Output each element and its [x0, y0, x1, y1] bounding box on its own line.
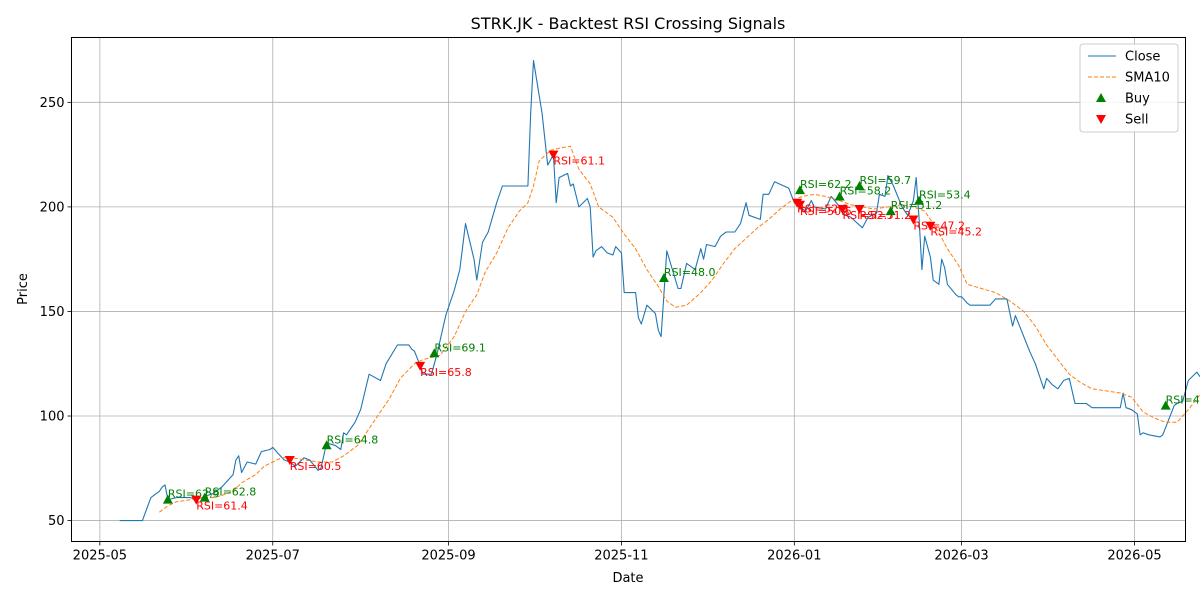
- chart-title: STRK.JK - Backtest RSI Crossing Signals: [471, 14, 786, 33]
- plot-frame: [71, 37, 1186, 542]
- sell-marker: [908, 215, 919, 225]
- signal-layer: RSI=62.9RSI=61.4RSI=62.8RSI=60.5RSI=64.8…: [162, 150, 1200, 513]
- legend-label-sma10: SMA10: [1125, 71, 1170, 86]
- buy-marker: [199, 492, 210, 502]
- buy-label: RSI=69.1: [434, 341, 486, 354]
- series-layer: [119, 59, 1200, 522]
- sell-marker: [548, 150, 559, 160]
- legend-label-buy: Buy: [1125, 92, 1150, 107]
- sell-label: RSI=61.1: [553, 155, 605, 168]
- buy-label: RSI=62.2: [800, 178, 852, 191]
- buy-marker: [885, 206, 896, 216]
- buy-marker: [658, 272, 669, 282]
- sell-label: RSI=52.7: [843, 209, 895, 222]
- sell-marker: [191, 495, 202, 505]
- x-tick-label: 2025-07: [246, 549, 300, 564]
- sell-label: RSI=65.8: [420, 366, 472, 379]
- series-sma10-line: [159, 145, 1200, 513]
- x-tick-label: 2026-03: [934, 549, 988, 564]
- grid-lines: [71, 37, 1186, 542]
- buy-marker: [794, 185, 805, 195]
- legend: Close SMA10 Buy Sell: [1079, 43, 1179, 133]
- buy-marker: [162, 494, 173, 504]
- sell-marker: [837, 204, 848, 214]
- y-tick-label: 150: [40, 305, 65, 320]
- buy-marker: [854, 180, 865, 190]
- legend-swatch-sell: [1096, 115, 1106, 124]
- legend-label-sell: Sell: [1125, 113, 1148, 128]
- buy-marker: [429, 348, 440, 358]
- sell-label: RSI=45.2: [930, 226, 982, 239]
- axes: 2025-05 2025-07 2025-09 2025-11 2026-01 2026-…: [40, 96, 1162, 564]
- y-tick-label: 50: [48, 514, 65, 529]
- buy-label: RSI=64.8: [327, 433, 379, 446]
- buy-label: RSI=42.6: [1166, 394, 1200, 407]
- sell-marker: [925, 221, 936, 231]
- buy-marker: [834, 191, 845, 201]
- x-tick-label: 2026-05: [1107, 549, 1161, 564]
- buy-marker: [914, 195, 925, 205]
- sell-marker: [794, 200, 805, 210]
- sell-marker: [415, 361, 426, 371]
- sell-label: RSI=51.2: [860, 209, 912, 222]
- x-tick-label: 2025-05: [73, 549, 127, 564]
- x-tick-label: 2026-01: [767, 549, 821, 564]
- buy-label: RSI=53.4: [919, 189, 971, 202]
- legend-label-close: Close: [1125, 50, 1160, 65]
- x-tick-label: 2025-09: [421, 549, 475, 564]
- sell-label: RSI=61.4: [196, 500, 248, 513]
- sell-marker: [284, 455, 295, 465]
- buy-label: RSI=51.2: [891, 199, 943, 212]
- buy-label: RSI=48.0: [664, 266, 716, 279]
- sell-label: RSI=52.3: [797, 203, 849, 216]
- sell-label: RSI=60.5: [290, 460, 342, 473]
- legend-swatch-buy: [1096, 93, 1106, 102]
- sell-label: RSI=50.6: [800, 205, 852, 218]
- buy-label: RSI=62.8: [205, 486, 257, 499]
- buy-label: RSI=58.2: [840, 184, 892, 197]
- sell-marker: [854, 204, 865, 214]
- buy-label: RSI=59.7: [860, 174, 912, 187]
- legend-box: [1079, 43, 1179, 133]
- y-tick-label: 200: [40, 200, 65, 215]
- y-tick-label: 250: [40, 96, 65, 111]
- x-tick-label: 2025-11: [594, 549, 648, 564]
- buy-marker: [321, 440, 332, 450]
- y-axis-label: Price: [16, 273, 31, 305]
- x-axis-label: Date: [612, 571, 643, 586]
- y-tick-label: 100: [40, 410, 65, 425]
- buy-marker: [1160, 400, 1171, 410]
- series-close-line: [119, 59, 1200, 522]
